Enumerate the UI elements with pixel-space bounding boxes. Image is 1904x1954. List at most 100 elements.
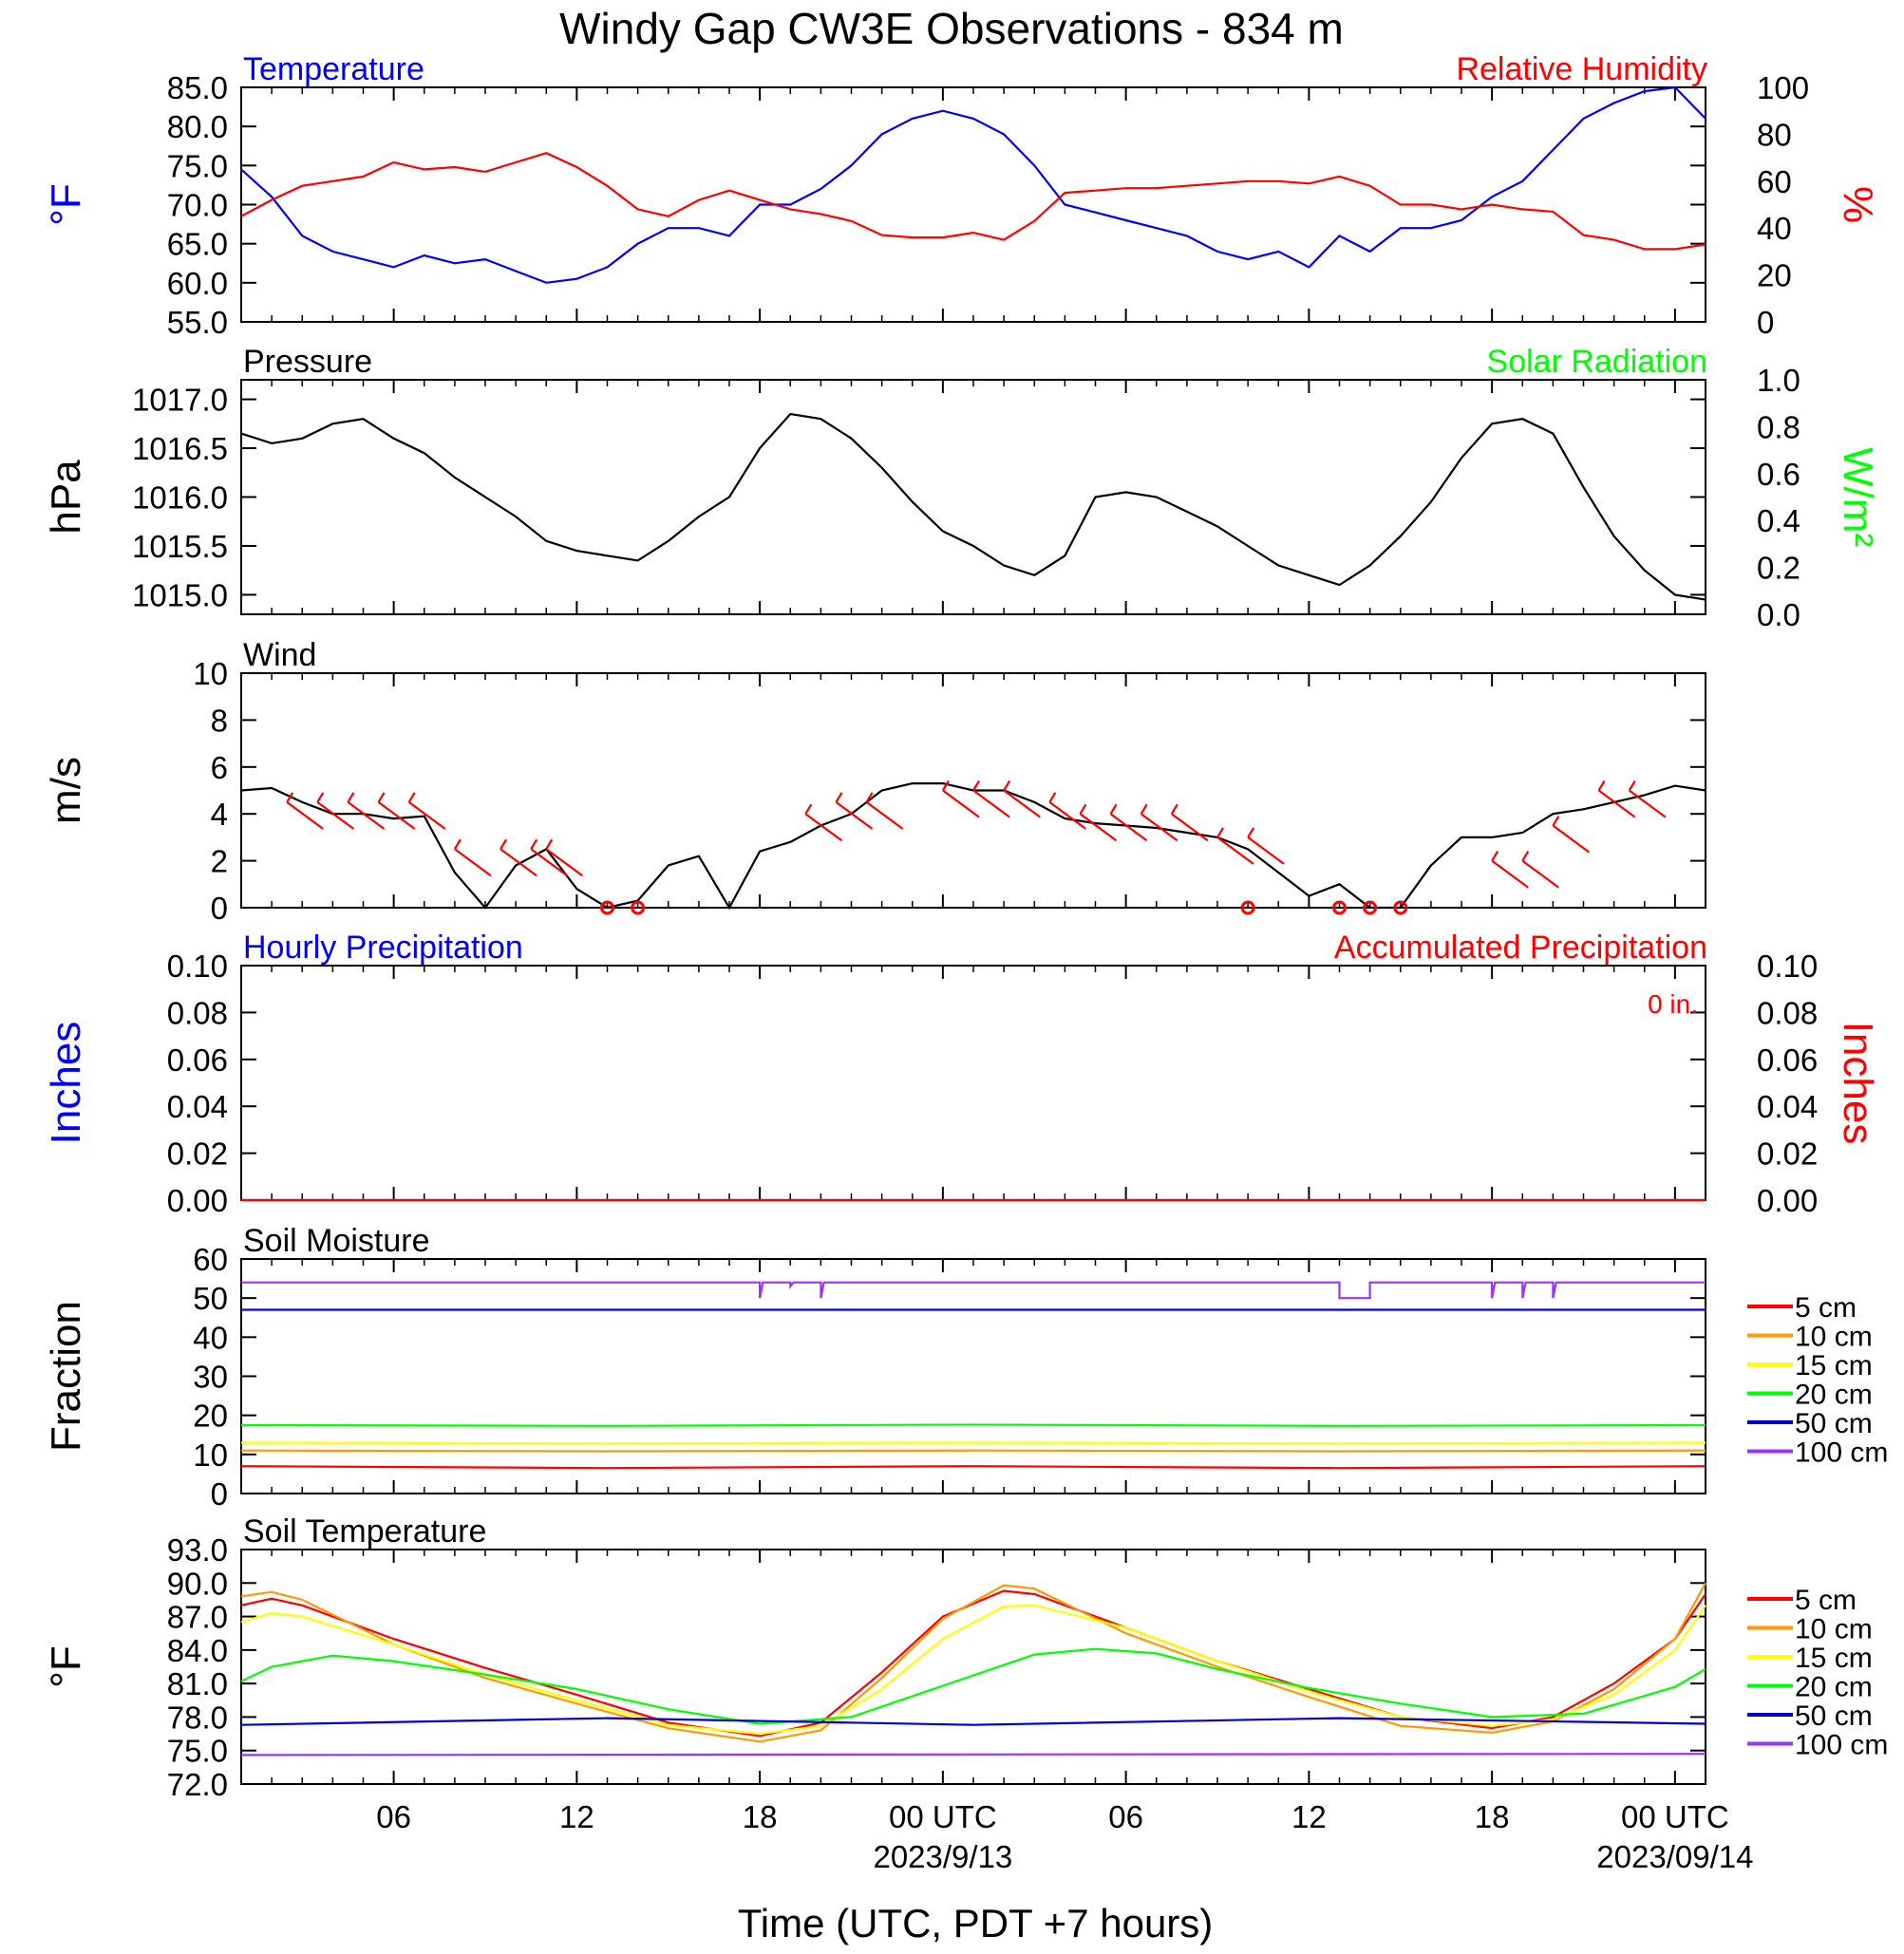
series-line-100cm xyxy=(241,1281,1706,1300)
plot-frame xyxy=(240,379,1706,615)
y-axis-label-right: W/m² xyxy=(1835,447,1881,547)
panel-title-left: Soil Temperature xyxy=(243,1513,486,1550)
legend-entry-label: 50 cm xyxy=(1795,1700,1873,1732)
y-tick-label: 30 xyxy=(193,1360,228,1395)
plot-frame xyxy=(240,1258,1706,1494)
y-tick-label: 0.06 xyxy=(167,1043,228,1078)
y-tick-label: 10 xyxy=(193,656,228,691)
calm-wind-marker xyxy=(1363,900,1378,915)
y-tick-label: 0.04 xyxy=(167,1089,228,1124)
y-tick-label: 0.08 xyxy=(167,995,228,1030)
wind-barb-flag xyxy=(545,838,554,850)
y-tick-label: 0.02 xyxy=(167,1137,228,1172)
y-tick-label: 81.0 xyxy=(167,1666,228,1701)
wind-barb xyxy=(1597,789,1636,818)
y-tick-label: 65.0 xyxy=(167,227,228,262)
y-right-tick-label: 0.02 xyxy=(1757,1137,1818,1172)
legend-entry-label: 50 cm xyxy=(1795,1408,1873,1439)
y-tick-label: 0 xyxy=(211,1476,228,1512)
legend-entry-label: 5 cm xyxy=(1795,1585,1857,1616)
series-line-15cm xyxy=(240,1604,1706,1736)
wind-barb-flag xyxy=(453,838,462,850)
wind-barb xyxy=(1109,813,1148,842)
x-tick-label: 18 xyxy=(1475,1799,1510,1834)
wind-barb xyxy=(1048,800,1086,830)
y-right-tick-label: 40 xyxy=(1757,211,1792,246)
series-line-left xyxy=(240,85,1706,284)
calm-wind-marker xyxy=(600,900,614,915)
y-axis-label-left: °F xyxy=(43,1645,89,1687)
y-tick-label: 70.0 xyxy=(167,188,228,223)
y-right-tick-label: 0.10 xyxy=(1757,949,1818,984)
wind-barb-flag xyxy=(1628,780,1636,792)
figure-title: Windy Gap CW3E Observations - 834 m xyxy=(559,4,1344,53)
panel-title-right: Accumulated Precipitation xyxy=(1334,930,1707,966)
wind-barb xyxy=(1003,789,1041,818)
wind-barb-flag xyxy=(1079,803,1087,815)
panel-temperature-humidity: 55.0 60.0 65.0 70.0 75.0 80.0 85.0 0 20 40 60 80 100… xyxy=(43,51,1881,340)
y-axis-label-left: °F xyxy=(43,183,89,225)
y-tick-label: 20 xyxy=(193,1399,228,1434)
legend-entry-label: 100 cm xyxy=(1795,1730,1888,1761)
wind-barb xyxy=(1552,824,1591,854)
wind-barb xyxy=(1171,813,1209,842)
plot-frame xyxy=(240,965,1706,1201)
wind-barb xyxy=(1141,813,1178,842)
y-axis-label-right: % xyxy=(1835,186,1881,223)
y-tick-label: 1015.5 xyxy=(132,529,228,564)
series-line-20cm xyxy=(240,1423,1706,1427)
x-date-label: 2023/09/14 xyxy=(1596,1839,1753,1874)
wind-barb-flag xyxy=(286,792,294,803)
wind-barb-flag xyxy=(835,792,843,803)
series-line-left xyxy=(240,781,1706,911)
y-tick-label: 0.10 xyxy=(167,949,228,984)
wind-barb-flag xyxy=(1048,792,1057,803)
y-tick-label: 84.0 xyxy=(167,1633,228,1668)
wind-barb-flag xyxy=(347,792,355,803)
y-right-tick-label: 0.8 xyxy=(1757,409,1800,444)
legend-entry-label: 15 cm xyxy=(1795,1643,1873,1674)
series-line-50cm xyxy=(240,1717,1706,1726)
y-tick-label: 87.0 xyxy=(167,1600,228,1635)
panel-title-left: Pressure xyxy=(243,344,372,380)
x-tick-label: 00 UTC xyxy=(889,1799,997,1834)
wind-barb-flag xyxy=(407,792,416,803)
wind-barb-flag xyxy=(1597,780,1606,792)
y-right-tick-label: 20 xyxy=(1757,258,1792,293)
x-axis-label: Time (UTC, PDT +7 hours) xyxy=(738,1901,1214,1945)
x-tick-label: 12 xyxy=(1291,1799,1327,1834)
panel-title-left: Soil Moisture xyxy=(243,1223,430,1259)
y-tick-label: 60.0 xyxy=(167,266,228,301)
series-line-right xyxy=(240,152,1706,251)
y-tick-label: 1016.5 xyxy=(132,431,228,466)
panels: 55.060.065.070.075.080.085.0020406080100… xyxy=(43,51,1888,1874)
wind-barb-flag xyxy=(1140,803,1148,815)
wind-barb xyxy=(1247,836,1285,865)
x-tick-label: 06 xyxy=(376,1799,411,1834)
y-right-tick-label: 80 xyxy=(1757,117,1792,152)
y-tick-label: 75.0 xyxy=(167,1734,228,1769)
wind-barb-flag xyxy=(941,780,950,792)
legend-entry-label: 15 cm xyxy=(1795,1350,1873,1381)
x-tick-label: 18 xyxy=(743,1799,778,1834)
wind-barb xyxy=(454,848,492,877)
x-date-label: 2023/9/13 xyxy=(873,1839,1012,1874)
wind-barb-flag xyxy=(1491,851,1499,862)
panel-wind: 0 2 4 6 8 10 Wind m/s xyxy=(43,637,1706,926)
wind-barb-flag xyxy=(530,838,538,850)
x-tick-label: 06 xyxy=(1108,1799,1143,1834)
wind-barb-flag xyxy=(500,838,508,850)
panel-soil-temperature: 72.075.078.081.084.087.090.093.0 Soil Tem… xyxy=(43,1513,1888,1874)
wind-barb xyxy=(1521,859,1559,889)
panel-title-left: Wind xyxy=(243,637,316,673)
y-tick-label: 80.0 xyxy=(167,109,228,144)
series-line-5cm xyxy=(240,1465,1706,1470)
panel-title-left: Temperature xyxy=(243,51,424,87)
wind-barb xyxy=(1491,859,1529,889)
wind-barb-flag xyxy=(804,803,813,815)
wind-barb-flag xyxy=(377,792,386,803)
wind-barb xyxy=(347,800,386,830)
y-right-tick-label: 1.0 xyxy=(1757,363,1800,398)
